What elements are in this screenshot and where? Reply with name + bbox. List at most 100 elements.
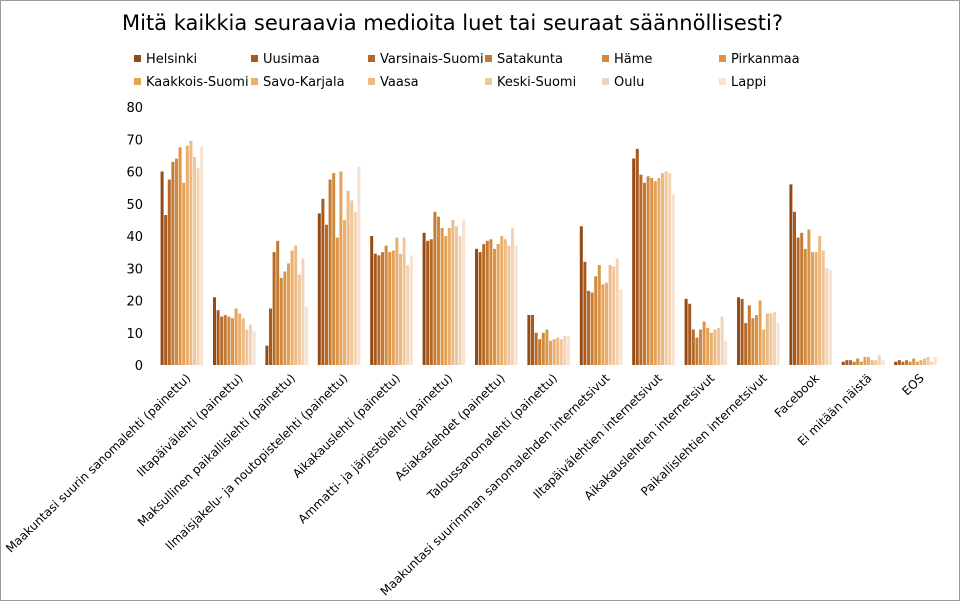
x-category-label: Iltapäivälehti (painettu) [134,371,246,479]
bar [908,361,912,365]
bar [933,356,937,365]
bar [305,306,308,365]
bar [765,313,769,365]
bar [238,313,242,365]
legend-label: Oulu [614,75,645,90]
bar [852,361,856,365]
bar [346,190,350,365]
bar [200,147,204,365]
bar [339,171,343,365]
bar [579,226,583,365]
bar [657,177,661,365]
bar [475,248,478,365]
bar [556,337,560,365]
bar [724,340,728,365]
bar [563,335,567,365]
legend-item: Lappi [719,76,766,90]
bar [447,227,451,365]
bar [870,360,874,365]
bar [691,329,695,365]
bar [668,173,672,365]
bar [384,245,388,365]
legend-label: Varsinais-Suomi [380,52,484,67]
bar [429,239,433,365]
bar [482,244,486,365]
bar [213,297,216,365]
bar [773,311,776,365]
bar [276,240,280,365]
bar [597,265,601,365]
legend-swatch [602,78,609,85]
legend-item: Helsinki [134,53,197,67]
legend-label: Häme [614,52,653,67]
bar [881,360,885,365]
bar [559,339,563,365]
bar [478,252,482,366]
bar [897,360,901,365]
bar [391,250,395,365]
bar [867,356,870,365]
bar [531,315,534,365]
bar [182,182,186,365]
bar [541,332,545,365]
bar [552,339,556,365]
bar [825,268,829,365]
bar [646,176,650,365]
bar [451,219,455,366]
legend-item: Vaasa [368,76,419,90]
legend-swatch [719,55,726,62]
bar [283,271,287,365]
y-tick-label: 80 [126,101,143,116]
bar [538,339,542,365]
bar [684,298,688,365]
bar [223,315,227,365]
bar [859,361,863,365]
bar [671,194,675,365]
bar [252,331,256,365]
bar [639,174,643,365]
bar [894,361,898,365]
legend-swatch [134,78,141,85]
bar [567,335,570,365]
y-tick-label: 60 [126,166,143,181]
bar [615,258,619,365]
bar [317,213,321,365]
bar [269,308,272,365]
bar [926,356,930,365]
bar [702,321,706,365]
bar [915,361,919,365]
bar [776,323,780,365]
bar [422,232,426,365]
bar [744,323,748,365]
legend-label: Savo-Karjala [263,75,345,90]
bar [664,171,668,365]
bar [612,266,616,365]
bar [294,245,298,365]
bars [160,140,937,366]
legend-label: Pirkanmaa [731,52,800,67]
bar [601,284,605,366]
bar [455,226,458,365]
bar [800,232,804,365]
bar [193,156,196,365]
bar [811,252,814,366]
bar [695,337,699,365]
bar [496,244,500,365]
bar [661,173,664,365]
bar [874,360,878,365]
legend-item: Keski-Suomi [485,76,576,90]
bar [297,274,301,365]
bar [189,140,193,365]
bar [608,265,612,365]
bar [279,277,283,365]
bar [399,253,402,365]
bar [287,263,290,365]
y-tick-label: 20 [126,295,143,310]
bar [803,248,807,365]
bar [357,166,361,365]
bar [370,236,374,365]
y-tick-label: 0 [135,359,143,374]
bar [220,316,224,366]
bar [406,265,410,365]
